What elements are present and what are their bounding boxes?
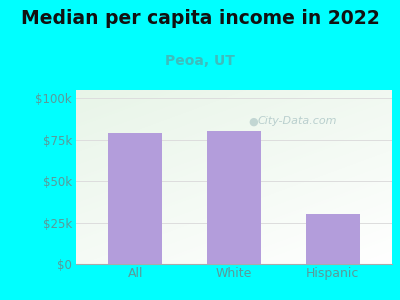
Text: City-Data.com: City-Data.com: [258, 116, 337, 126]
Text: Peoa, UT: Peoa, UT: [165, 54, 235, 68]
Bar: [108, 133, 162, 264]
Text: Median per capita income in 2022: Median per capita income in 2022: [21, 9, 379, 28]
Bar: [207, 130, 261, 264]
Bar: [306, 214, 360, 264]
Text: ●: ●: [248, 116, 258, 126]
